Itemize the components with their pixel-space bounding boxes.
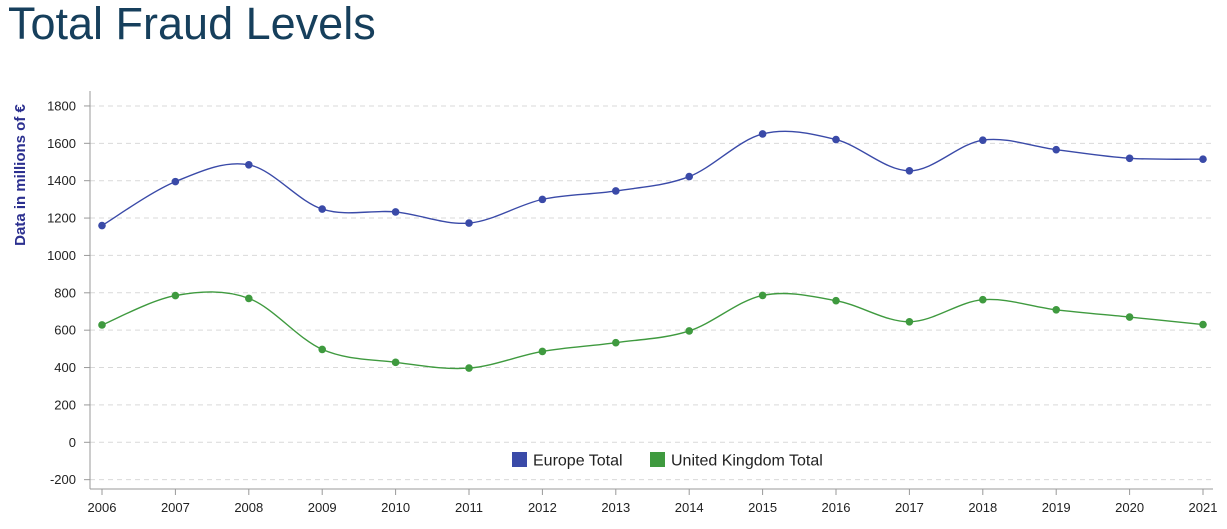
y-tick-label: 1000 [47, 248, 76, 263]
series-europe-total [98, 130, 1207, 230]
data-point-europe-total[interactable] [391, 208, 400, 216]
data-point-united-kingdom-total[interactable] [612, 338, 620, 347]
data-point-europe-total[interactable] [245, 161, 253, 169]
data-point-europe-total[interactable] [905, 166, 914, 175]
y-tick-label: 400 [54, 360, 76, 375]
x-axis-ticks: 2006 2007 2008 2009 2010 2011 2012 2013 2014 2015… [88, 489, 1218, 515]
data-point-united-kingdom-total[interactable] [318, 345, 327, 354]
y-tick-label: 1600 [47, 136, 76, 151]
legend-swatch [512, 452, 527, 467]
y-tick-label: 200 [54, 397, 76, 412]
page-title: Total Fraud Levels [8, 0, 376, 49]
y-tick-label: 0 [69, 435, 76, 450]
data-point-europe-total[interactable] [98, 221, 106, 230]
series-lines [98, 130, 1207, 372]
axes [89, 91, 1213, 490]
y-axis-label: Data in millions of € [12, 103, 29, 245]
legend[interactable]: Europe Total United Kingdom Total [512, 452, 823, 470]
data-point-europe-total[interactable] [832, 135, 840, 144]
x-tick-label: 2008 [234, 500, 263, 515]
data-point-united-kingdom-total[interactable] [832, 296, 840, 305]
series-united-kingdom-total [98, 291, 1207, 372]
data-point-united-kingdom-total[interactable] [1125, 313, 1134, 321]
data-point-europe-total[interactable] [318, 205, 327, 213]
legend-label: United Kingdom Total [671, 453, 823, 470]
x-tick-label: 2016 [822, 500, 851, 515]
x-tick-label: 2015 [748, 500, 777, 515]
x-tick-label: 2018 [968, 500, 997, 515]
data-point-united-kingdom-total[interactable] [1052, 306, 1060, 314]
y-tick-label: 1800 [47, 98, 76, 113]
data-point-europe-total[interactable] [685, 172, 693, 181]
x-tick-label: 2021 [1189, 500, 1218, 515]
data-point-europe-total[interactable] [538, 195, 547, 204]
x-tick-label: 2014 [675, 500, 704, 515]
x-tick-label: 2013 [601, 500, 630, 515]
data-point-united-kingdom-total[interactable] [538, 347, 547, 356]
y-tick-label: 1400 [47, 173, 76, 188]
data-point-united-kingdom-total[interactable] [905, 317, 914, 326]
data-point-europe-total[interactable] [979, 136, 987, 144]
x-tick-label: 2019 [1042, 500, 1071, 515]
y-tick-label: 800 [54, 285, 76, 300]
legend-label: Europe Total [533, 453, 623, 470]
data-point-united-kingdom-total[interactable] [171, 291, 180, 300]
legend-item-europe-total[interactable]: Europe Total [512, 452, 623, 470]
data-point-united-kingdom-total[interactable] [391, 358, 400, 367]
data-point-europe-total[interactable] [612, 187, 620, 195]
grid-lines [90, 105, 1213, 481]
legend-swatch [650, 452, 665, 467]
y-tick-label: 1200 [47, 211, 76, 226]
series-line-europe-total [101, 130, 1204, 227]
data-point-united-kingdom-total[interactable] [685, 327, 693, 335]
x-tick-label: 2010 [381, 500, 410, 515]
data-point-united-kingdom-total[interactable] [979, 295, 987, 304]
x-tick-label: 2012 [528, 500, 557, 515]
data-point-united-kingdom-total[interactable] [245, 294, 253, 303]
x-tick-label: 2006 [88, 500, 117, 515]
data-point-europe-total[interactable] [171, 177, 180, 186]
x-tick-label: 2009 [308, 500, 337, 515]
y-tick-label: -200 [50, 472, 76, 487]
y-axis-ticks: -200 0 200 400 600 800 1000 1200 1400 1600 1800 [47, 98, 90, 487]
data-point-united-kingdom-total[interactable] [98, 321, 106, 329]
legend-item-united-kingdom-total[interactable]: United Kingdom Total [650, 452, 823, 470]
series-line-united-kingdom-total [101, 291, 1204, 370]
x-tick-label: 2011 [455, 500, 483, 515]
data-point-europe-total[interactable] [758, 130, 767, 138]
y-tick-label: 600 [54, 323, 76, 338]
x-tick-label: 2017 [895, 500, 924, 515]
data-point-europe-total[interactable] [1125, 154, 1134, 163]
x-tick-label: 2020 [1115, 500, 1144, 515]
data-point-europe-total[interactable] [1199, 155, 1207, 164]
data-point-europe-total[interactable] [1052, 145, 1060, 154]
x-tick-label: 2007 [161, 500, 190, 515]
data-point-europe-total[interactable] [465, 219, 473, 227]
data-point-united-kingdom-total[interactable] [465, 364, 473, 372]
data-point-united-kingdom-total[interactable] [758, 291, 767, 300]
data-point-united-kingdom-total[interactable] [1199, 320, 1207, 329]
